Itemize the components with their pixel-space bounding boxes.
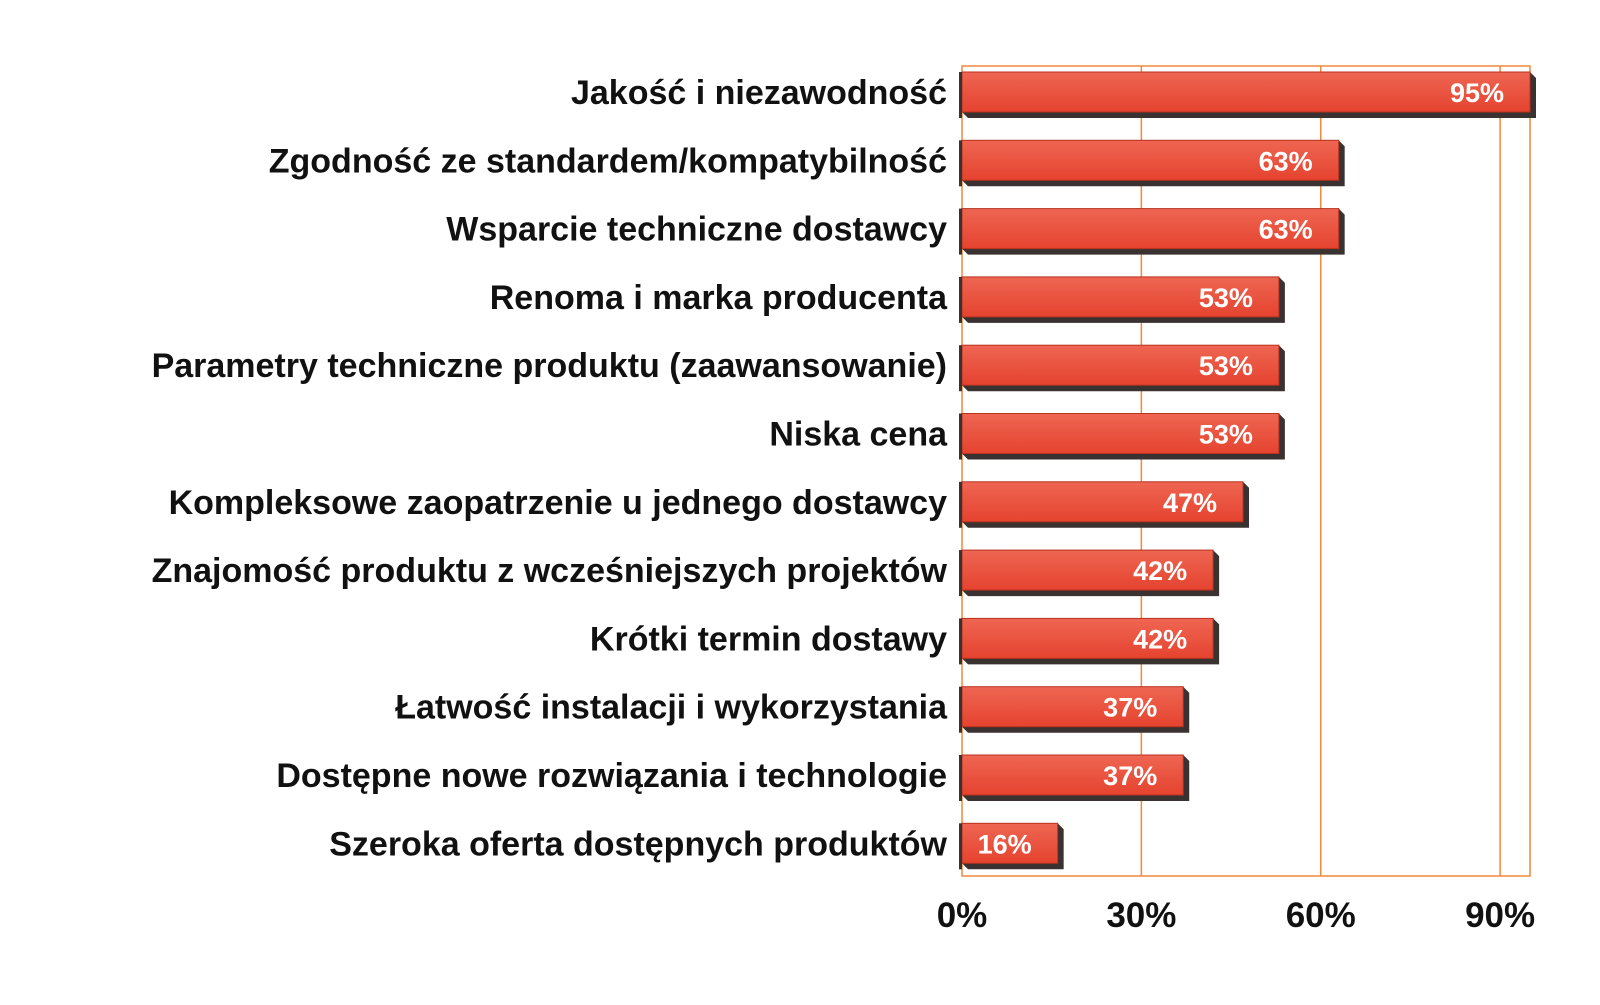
bar-edge xyxy=(959,618,962,665)
category-label: Parametry techniczne produktu (zaawansow… xyxy=(152,347,947,385)
category-label: Kompleksowe zaopatrzenie u jednego dosta… xyxy=(169,484,947,522)
bar-edge xyxy=(959,550,962,597)
bar-shadow xyxy=(962,755,1190,801)
bar-shadow xyxy=(962,72,1536,118)
bar xyxy=(961,71,1531,113)
category-label: Niska cena xyxy=(769,416,948,454)
bar xyxy=(961,686,1184,728)
category-label: Znajomość produktu z wcześniejszych proj… xyxy=(152,552,948,590)
bar-row-7: 47% xyxy=(959,481,1250,528)
bar-shadow xyxy=(962,550,1220,597)
bar-edge xyxy=(959,823,962,870)
category-label: Renoma i marka producenta xyxy=(490,279,948,317)
bar-shadow xyxy=(962,618,1220,665)
bar-edge xyxy=(959,140,962,187)
data-label: 95% xyxy=(1450,78,1504,108)
data-label: 63% xyxy=(1259,215,1313,245)
category-label: Wsparcie techniczne dostawcy xyxy=(446,211,947,249)
bar-row-6: 53% xyxy=(959,413,1285,460)
category-label: Jakość i niezawodność xyxy=(571,74,947,112)
bar-row-9: 42% xyxy=(959,617,1220,665)
bar xyxy=(961,344,1280,386)
bar-shadow xyxy=(962,686,1190,733)
bar-shadow xyxy=(962,823,1064,870)
plot-frame xyxy=(961,65,1531,877)
plot-area xyxy=(961,65,1531,877)
bar xyxy=(961,276,1280,318)
bar-row-12: 16% xyxy=(959,822,1064,870)
data-label: 42% xyxy=(1133,556,1187,586)
x-tick-label: 90% xyxy=(1465,896,1535,935)
data-label: 63% xyxy=(1259,146,1313,176)
bar-row-3: 63% xyxy=(959,208,1345,255)
data-label: 37% xyxy=(1103,761,1157,791)
bar-shadow xyxy=(962,140,1345,187)
category-label: Krótki termin dostawy xyxy=(590,620,947,658)
bar xyxy=(961,754,1184,796)
category-label: Zgodność ze standardem/kompatybilność xyxy=(269,142,947,180)
bar xyxy=(961,822,1059,864)
bar-shadow xyxy=(962,481,1250,528)
bar-shadow xyxy=(962,208,1345,255)
bar-shadow xyxy=(962,345,1285,392)
bar-edge xyxy=(959,686,962,733)
category-label: Łatwość instalacji i wykorzystania xyxy=(395,689,948,727)
data-label: 53% xyxy=(1199,283,1253,313)
data-label: 53% xyxy=(1199,351,1253,381)
bar-row-8: 42% xyxy=(959,549,1220,597)
category-label: Szeroka oferta dostępnych produktów xyxy=(329,825,947,863)
bar-shadow xyxy=(962,413,1285,460)
bar-row-1: 95% xyxy=(959,71,1536,118)
bar xyxy=(961,617,1214,659)
bar-row-4: 53% xyxy=(959,276,1285,323)
category-label: Dostępne nowe rozwiązania i technologie xyxy=(276,757,947,795)
bar-row-10: 37% xyxy=(959,686,1190,733)
bar-row-2: 63% xyxy=(959,139,1345,187)
bar-shadow xyxy=(962,276,1285,323)
bar-edge xyxy=(959,208,962,255)
data-label: 42% xyxy=(1133,624,1187,654)
x-tick-label: 30% xyxy=(1106,896,1176,935)
bar-edge xyxy=(959,72,962,118)
bar xyxy=(961,481,1244,523)
data-label: 16% xyxy=(978,829,1032,859)
x-tick-label: 0% xyxy=(937,896,988,935)
bar-edge xyxy=(959,345,962,392)
data-label: 37% xyxy=(1103,693,1157,723)
bar-edge xyxy=(959,276,962,323)
category-labels: Jakość i niezawodność Zgodność ze standar… xyxy=(152,74,949,863)
bar-edge xyxy=(959,755,962,801)
bar-edge xyxy=(959,481,962,528)
bar-row-11: 37% xyxy=(959,754,1190,801)
bars-layer: 95% 63% 63% 53% 53% 53% 47% 42% 42% 37% 37% 16% xyxy=(959,71,1536,870)
x-tick-label: 60% xyxy=(1286,896,1356,935)
bar-row-5: 53% xyxy=(959,344,1285,392)
x-axis-ticks: 0% 30% 60% 90% xyxy=(937,896,1535,935)
bar-edge xyxy=(959,413,962,460)
bar xyxy=(961,139,1340,181)
data-label: 53% xyxy=(1199,420,1253,450)
data-label: 47% xyxy=(1163,488,1217,518)
